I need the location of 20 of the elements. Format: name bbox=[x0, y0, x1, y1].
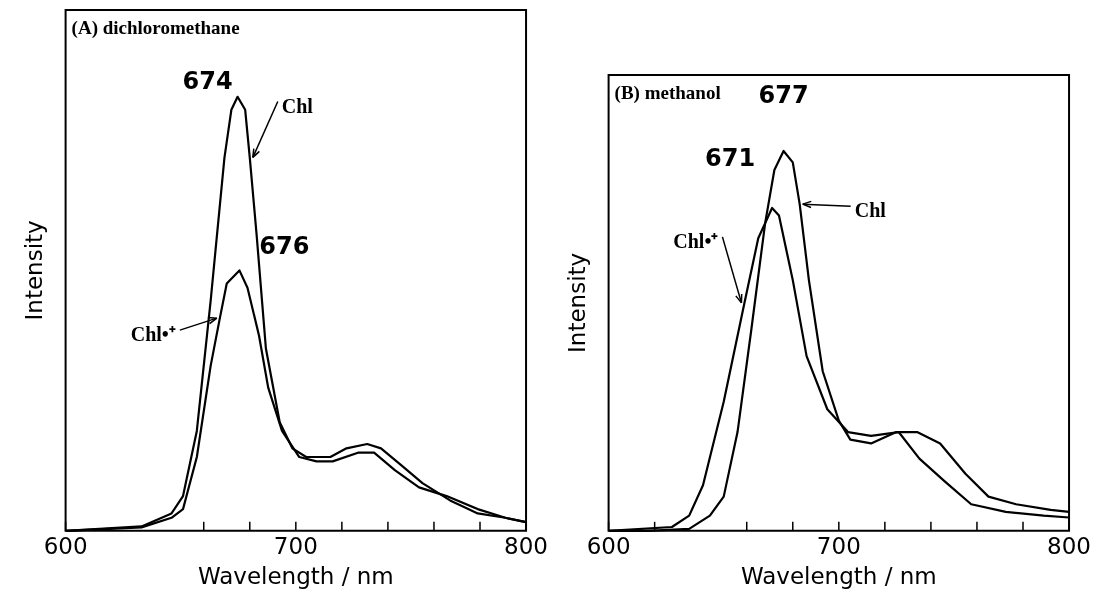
x-tick-label: 700 bbox=[273, 532, 318, 559]
y-axis-title: Intensity bbox=[20, 220, 47, 321]
legend-label: Chl•⁺ bbox=[130, 323, 176, 346]
legend-label: Chl bbox=[854, 199, 887, 222]
x-tick-label: 600 bbox=[43, 532, 88, 559]
annotation: 674 bbox=[182, 66, 233, 95]
x-tick-label: 700 bbox=[816, 532, 861, 559]
y-axis-title: Intensity bbox=[563, 252, 590, 353]
annotation: 677 bbox=[758, 80, 809, 109]
x-tick-label: 600 bbox=[586, 532, 631, 559]
chart-title: (B) methanol bbox=[614, 82, 721, 104]
x-tick-label: 800 bbox=[1047, 532, 1091, 559]
x-axis-title: Wavelength / nm bbox=[197, 563, 394, 590]
x-tick-label: 800 bbox=[504, 532, 548, 559]
x-axis-title: Wavelength / nm bbox=[740, 563, 937, 590]
series-label: Chl•⁺ bbox=[673, 230, 719, 253]
series-label: Chl bbox=[281, 94, 314, 117]
annotation: 671 bbox=[705, 143, 756, 172]
chart-title: (A) dichloromethane bbox=[71, 17, 240, 39]
annotation: 676 bbox=[259, 232, 310, 261]
